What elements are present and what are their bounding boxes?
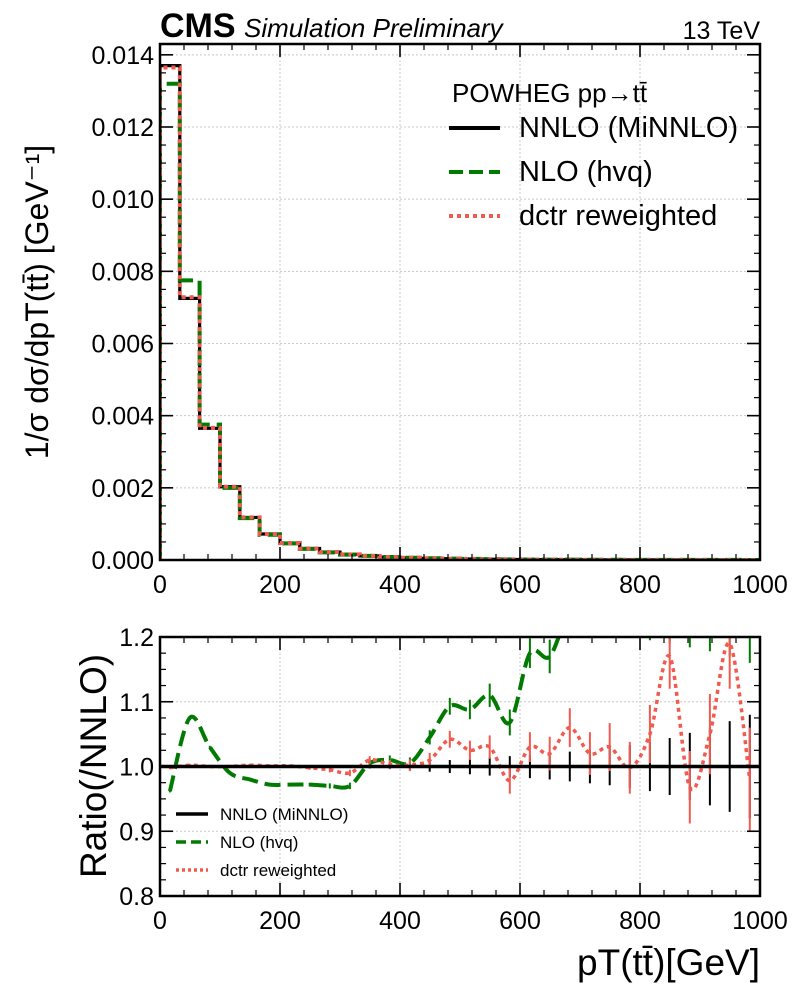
bottom-legend-label-1: NLO (hvq) — [220, 833, 298, 852]
top-series-2-line — [160, 65, 760, 560]
top-ytick-label-4: 0.008 — [91, 258, 154, 286]
top-xtick-label-0: 0 — [153, 571, 167, 599]
bottom-legend-label-2: dctr reweighted — [220, 861, 336, 880]
bottom-xtick-label-0: 0 — [153, 907, 167, 935]
top-xtick-label-4: 800 — [619, 571, 661, 599]
bottom-axes-frame — [158, 635, 762, 898]
bottom-ylabel-text: Ratio(/NNLO) — [73, 654, 114, 878]
bottom-ytick-label-3: 1.1 — [119, 689, 154, 717]
top-legend-label-2: dctr reweighted — [519, 200, 717, 232]
bottom-xtick-label-1: 200 — [259, 907, 301, 935]
top-axes-frame — [158, 42, 762, 562]
top-xtick-label-1: 200 — [259, 571, 301, 599]
bottom-series — [160, 637, 760, 832]
top-ytick-label-0: 0.000 — [91, 547, 154, 575]
bottom-y-axis-label: Ratio(/NNLO) — [73, 654, 114, 878]
bottom-xtick-label-2: 400 — [379, 907, 421, 935]
top-ytick-label-3: 0.006 — [91, 330, 154, 358]
bottom-tick-labels: 0 200 400 600 800 1000 0.8 0.9 1.0 1.1 1.2 — [119, 624, 788, 935]
top-legend-label-0: NNLO (MiNNLO) — [519, 112, 738, 144]
top-xtick-label-2: 400 — [379, 571, 421, 599]
bottom-xtick-label-3: 600 — [499, 907, 541, 935]
top-xtick-label-5: 1000 — [732, 571, 788, 599]
bottom-xlabel-text: pT(tt̄)[GeV] — [577, 942, 760, 983]
bottom-ytick-label-2: 1.0 — [119, 754, 154, 782]
top-xtick-label-3: 600 — [499, 571, 541, 599]
top-ytick-label-2: 0.004 — [91, 403, 154, 431]
bottom-series-2-line — [169, 641, 752, 792]
top-series-1-line — [160, 81, 760, 560]
bottom-ytick-label-4: 1.2 — [119, 624, 154, 652]
top-ytick-label-5: 0.010 — [91, 186, 154, 214]
top-ytick-label-7: 0.014 — [91, 42, 154, 70]
bottom-legend: NNLO (MiNNLO) NLO (hvq) dctr reweighted — [176, 805, 348, 880]
top-ytick-label-6: 0.012 — [91, 114, 154, 142]
cms-label: CMS — [160, 7, 236, 45]
bottom-ytick-label-0: 0.8 — [119, 883, 154, 911]
bottom-series-1-line — [167, 637, 561, 792]
top-legend-title: POWHEG pp→tt̄ — [452, 78, 648, 108]
bottom-ytick-label-1: 0.9 — [119, 818, 154, 846]
top-ytick-label-1: 0.002 — [91, 475, 154, 503]
status-label: Simulation Preliminary — [244, 13, 505, 43]
top-tick-labels: 0 200 400 600 800 1000 0.000 0.002 0.004 0.006 0.0… — [91, 42, 787, 599]
bottom-xtick-label-4: 800 — [619, 907, 661, 935]
top-y-axis-label: 1/σ dσ/dpT(tt̄) [GeV⁻¹] — [19, 145, 55, 459]
top-ylabel-text: 1/σ dσ/dpT(tt̄) [GeV⁻¹] — [19, 145, 55, 459]
bottom-legend-label-0: NNLO (MiNNLO) — [220, 805, 348, 824]
energy-label: 13 TeV — [683, 17, 761, 45]
top-legend-label-1: NLO (hvq) — [519, 156, 653, 188]
top-legend: POWHEG pp→tt̄ NNLO (MiNNLO) NLO (hvq) dctr… — [449, 78, 738, 232]
bottom-xtick-label-5: 1000 — [732, 907, 788, 935]
